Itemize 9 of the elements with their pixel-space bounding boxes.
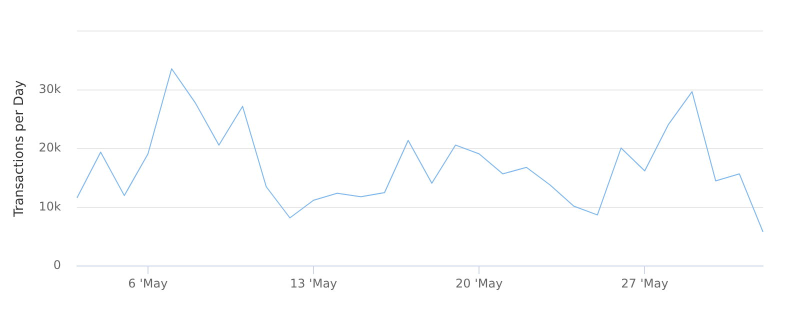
x-tick-label: 6 'May [128,276,168,290]
y-tick-label: 10k [38,199,62,214]
y-tick-label: 30k [38,82,62,96]
y-tick-label: 0 [53,258,61,272]
x-tick-label: 13 'May [290,276,338,290]
x-tick-label: 27 'May [621,276,668,290]
x-tick-label: 20 'May [456,276,503,290]
y-tick-label: 20k [38,140,62,155]
y-axis-title: Transactions per Day [12,80,28,218]
